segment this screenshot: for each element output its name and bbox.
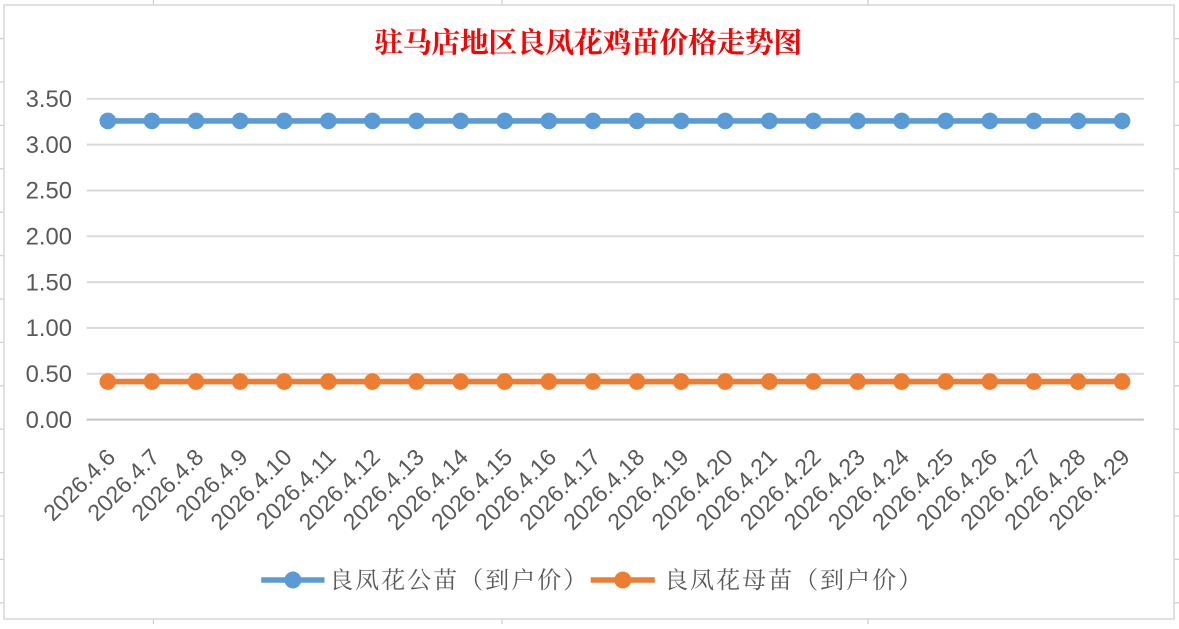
svg-text:3.00: 3.00: [26, 132, 72, 159]
svg-text:2.00: 2.00: [26, 224, 72, 251]
svg-text:0.00: 0.00: [26, 407, 72, 434]
svg-text:3.50: 3.50: [26, 86, 72, 113]
svg-text:0.50: 0.50: [26, 361, 72, 388]
svg-text:1.50: 1.50: [26, 269, 72, 296]
svg-text:2.50: 2.50: [26, 178, 72, 205]
svg-text:1.00: 1.00: [26, 315, 72, 342]
